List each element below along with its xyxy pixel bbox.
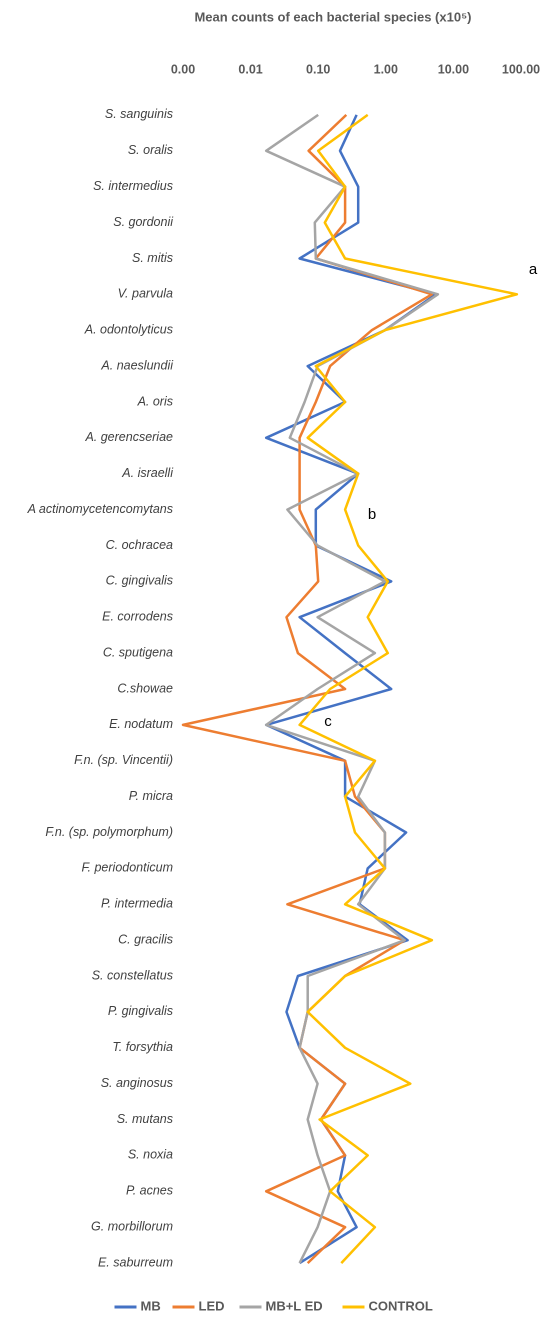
series-line	[181, 113, 434, 1265]
y-tick-label: P. intermedia	[101, 897, 173, 911]
y-tick-label: C. ochracea	[106, 538, 173, 552]
legend-label: MB+L ED	[266, 1298, 323, 1313]
y-tick-label: A. gerencseriae	[84, 430, 173, 444]
y-tick-label: T. forsythia	[112, 1040, 173, 1054]
y-tick-label: F. periodonticum	[82, 861, 174, 875]
y-tick-label: S. mutans	[117, 1112, 173, 1126]
y-tick-label: A. oris	[137, 394, 173, 408]
chart-title: Mean counts of each bacterial species (x…	[194, 9, 471, 24]
y-tick-label: S. constellatus	[92, 968, 173, 982]
y-tick-label: A actinomycetencomytans	[27, 502, 173, 516]
y-tick-label: S. noxia	[128, 1148, 173, 1162]
annotation: b	[368, 506, 376, 523]
y-tick-label: A. odontolyticus	[84, 323, 173, 337]
y-tick-label: E. saburreum	[98, 1255, 173, 1269]
y-tick-label: P. gingivalis	[108, 1004, 173, 1018]
y-tick-label: P. acnes	[126, 1184, 173, 1198]
y-tick-label: S. oralis	[128, 143, 173, 157]
x-tick-label: 100.00	[502, 62, 540, 76]
legend-label: CONTROL	[369, 1298, 433, 1313]
y-tick-label: F.n. (sp. Vincentii)	[74, 753, 173, 767]
x-tick-label: 0.10	[306, 62, 330, 76]
y-tick-label: A. israelli	[121, 466, 174, 480]
y-tick-label: E. nodatum	[109, 717, 173, 731]
y-tick-label: C. gracilis	[118, 932, 173, 946]
y-tick-label: S. anginosus	[101, 1076, 173, 1090]
y-tick-label: A. naeslundii	[100, 358, 174, 372]
legend-label: LED	[199, 1298, 225, 1313]
y-tick-label: C. sputigena	[103, 645, 173, 659]
y-tick-label: E. corrodens	[102, 610, 173, 624]
x-tick-label: 0.00	[171, 62, 195, 76]
y-tick-label: F.n. (sp. polymorphum)	[45, 825, 173, 839]
series-line	[298, 113, 519, 1264]
legend-label: MB	[141, 1298, 161, 1313]
x-tick-label: 10.00	[438, 62, 469, 76]
y-tick-label: C. gingivalis	[106, 574, 173, 588]
y-tick-label: S. gordonii	[113, 215, 174, 229]
y-tick-label: C.showae	[117, 681, 173, 695]
series-line	[264, 113, 440, 1264]
annotation: c	[324, 713, 332, 730]
y-tick-label: S. sanguinis	[105, 107, 173, 121]
x-tick-label: 1.00	[374, 62, 398, 76]
y-tick-label: G. morbillorum	[91, 1219, 173, 1233]
annotation: a	[529, 261, 538, 278]
y-tick-label: S. intermedius	[93, 179, 173, 193]
y-tick-label: V. parvula	[118, 287, 173, 301]
x-tick-label: 0.01	[238, 62, 262, 76]
y-tick-label: P. micra	[129, 789, 173, 803]
y-tick-label: S. mitis	[132, 251, 173, 265]
